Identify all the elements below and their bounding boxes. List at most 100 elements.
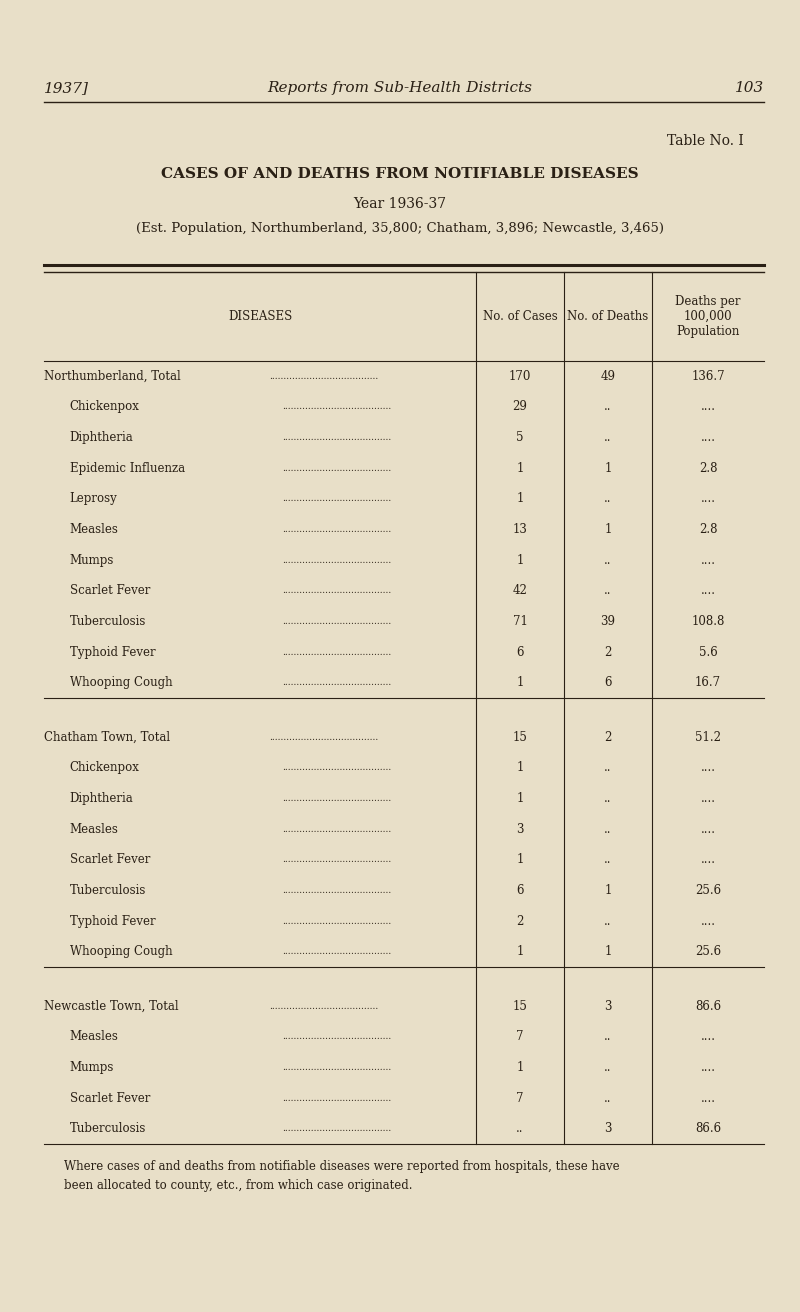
Text: ..: .. (604, 492, 612, 505)
Text: 3: 3 (516, 823, 524, 836)
Text: ......................................: ...................................... (270, 1001, 378, 1010)
Text: 1: 1 (516, 492, 524, 505)
Text: ..: .. (604, 1030, 612, 1043)
Text: ..: .. (604, 584, 612, 597)
Text: Tuberculosis: Tuberculosis (70, 1122, 146, 1135)
Text: Mumps: Mumps (70, 1061, 114, 1075)
Text: 5.6: 5.6 (698, 646, 718, 659)
Text: 2: 2 (604, 646, 612, 659)
Text: Where cases of and deaths from notifiable diseases were reported from hospitals,: Where cases of and deaths from notifiabl… (64, 1160, 620, 1191)
Text: 2.8: 2.8 (698, 462, 718, 475)
Text: 170: 170 (509, 370, 531, 383)
Text: 103: 103 (734, 81, 764, 96)
Text: Typhoid Fever: Typhoid Fever (70, 914, 155, 928)
Text: 1937]: 1937] (44, 81, 89, 96)
Text: 136.7: 136.7 (691, 370, 725, 383)
Text: ..: .. (604, 761, 612, 774)
Text: Chickenpox: Chickenpox (70, 761, 139, 774)
Text: 1: 1 (516, 462, 524, 475)
Text: ..: .. (604, 400, 612, 413)
Text: ......................................: ...................................... (282, 617, 391, 626)
Text: Table No. I: Table No. I (667, 134, 744, 148)
Text: Northumberland, Total: Northumberland, Total (44, 370, 181, 383)
Text: Diphtheria: Diphtheria (70, 430, 134, 443)
Text: ..: .. (604, 430, 612, 443)
Text: CASES OF AND DEATHS FROM NOTIFIABLE DISEASES: CASES OF AND DEATHS FROM NOTIFIABLE DISE… (161, 167, 639, 181)
Text: ......................................: ...................................... (282, 678, 391, 687)
Text: Deaths per
100,000
Population: Deaths per 100,000 Population (675, 295, 741, 337)
Text: 2: 2 (516, 914, 524, 928)
Text: 71: 71 (513, 615, 527, 628)
Text: ......................................: ...................................... (270, 732, 378, 741)
Text: Measles: Measles (70, 1030, 118, 1043)
Text: 3: 3 (604, 1122, 612, 1135)
Text: 1: 1 (516, 761, 524, 774)
Text: 5: 5 (516, 430, 524, 443)
Text: 6: 6 (516, 646, 524, 659)
Text: 86.6: 86.6 (695, 1000, 721, 1013)
Text: ......................................: ...................................... (282, 403, 391, 411)
Text: ..: .. (604, 853, 612, 866)
Text: ......................................: ...................................... (282, 556, 391, 564)
Text: Epidemic Influenza: Epidemic Influenza (70, 462, 185, 475)
Text: 3: 3 (604, 1000, 612, 1013)
Text: ....: .... (701, 1061, 715, 1075)
Text: ..: .. (604, 823, 612, 836)
Text: ......................................: ...................................... (282, 648, 391, 656)
Text: ....: .... (701, 853, 715, 866)
Text: 13: 13 (513, 523, 527, 537)
Text: ..: .. (604, 914, 612, 928)
Text: 25.6: 25.6 (695, 945, 721, 958)
Text: 1: 1 (516, 853, 524, 866)
Text: 1: 1 (516, 554, 524, 567)
Text: No. of Deaths: No. of Deaths (567, 310, 649, 323)
Text: Scarlet Fever: Scarlet Fever (70, 853, 150, 866)
Text: ......................................: ...................................... (282, 525, 391, 534)
Text: Chatham Town, Total: Chatham Town, Total (44, 731, 170, 744)
Text: ....: .... (701, 492, 715, 505)
Text: ..: .. (604, 1092, 612, 1105)
Text: ......................................: ...................................... (282, 886, 391, 895)
Text: No. of Cases: No. of Cases (482, 310, 558, 323)
Text: Chickenpox: Chickenpox (70, 400, 139, 413)
Text: ......................................: ...................................... (282, 1033, 391, 1042)
Text: 51.2: 51.2 (695, 731, 721, 744)
Text: 7: 7 (516, 1030, 524, 1043)
Text: ......................................: ...................................... (282, 855, 391, 865)
Text: Scarlet Fever: Scarlet Fever (70, 1092, 150, 1105)
Text: 2: 2 (604, 731, 612, 744)
Text: Year 1936-37: Year 1936-37 (354, 197, 446, 211)
Text: ......................................: ...................................... (282, 433, 391, 442)
Text: (Est. Population, Northumberland, 35,800; Chatham, 3,896; Newcastle, 3,465): (Est. Population, Northumberland, 35,800… (136, 222, 664, 235)
Text: Whooping Cough: Whooping Cough (70, 945, 172, 958)
Text: Typhoid Fever: Typhoid Fever (70, 646, 155, 659)
Text: 6: 6 (604, 676, 612, 689)
Text: 1: 1 (604, 462, 612, 475)
Text: ......................................: ...................................... (270, 371, 378, 380)
Text: Diphtheria: Diphtheria (70, 792, 134, 806)
Text: ......................................: ...................................... (282, 917, 391, 925)
Text: ......................................: ...................................... (282, 1124, 391, 1134)
Text: 1: 1 (604, 884, 612, 897)
Text: Reports from Sub-Health Districts: Reports from Sub-Health Districts (267, 81, 533, 96)
Text: ..: .. (604, 554, 612, 567)
Text: ......................................: ...................................... (282, 947, 391, 956)
Text: 49: 49 (601, 370, 615, 383)
Text: 1: 1 (604, 945, 612, 958)
Text: 2.8: 2.8 (698, 523, 718, 537)
Text: Measles: Measles (70, 823, 118, 836)
Text: 39: 39 (601, 615, 615, 628)
Text: 108.8: 108.8 (691, 615, 725, 628)
Text: ....: .... (701, 1092, 715, 1105)
Text: ......................................: ...................................... (282, 495, 391, 504)
Text: 42: 42 (513, 584, 527, 597)
Text: 7: 7 (516, 1092, 524, 1105)
Text: 1: 1 (516, 945, 524, 958)
Text: Leprosy: Leprosy (70, 492, 118, 505)
Text: 16.7: 16.7 (695, 676, 721, 689)
Text: Measles: Measles (70, 523, 118, 537)
Text: 25.6: 25.6 (695, 884, 721, 897)
Text: ......................................: ...................................... (282, 1063, 391, 1072)
Text: ......................................: ...................................... (282, 463, 391, 472)
Text: 1: 1 (516, 1061, 524, 1075)
